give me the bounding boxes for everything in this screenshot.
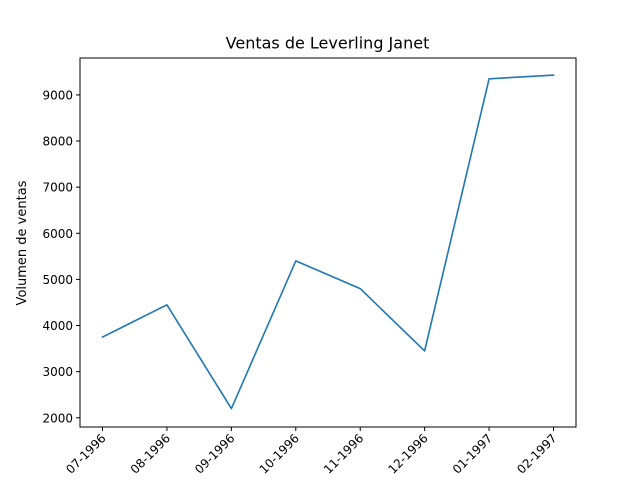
x-tick-label: 11-1996 [321, 431, 366, 476]
y-tick-label: 9000 [42, 88, 73, 102]
y-tick-label: 4000 [42, 319, 73, 333]
x-tick-label: 01-1997 [450, 431, 495, 476]
y-tick-label: 3000 [42, 365, 73, 379]
x-tick-label: 02-1997 [514, 431, 559, 476]
y-tick-label: 8000 [42, 135, 73, 149]
y-tick-label: 7000 [42, 181, 73, 195]
x-tick-label: 07-1996 [63, 431, 108, 476]
y-tick-label: 5000 [42, 273, 73, 287]
y-tick-label: 2000 [42, 411, 73, 425]
plot-frame [80, 58, 576, 427]
chart-title: Ventas de Leverling Janet [226, 34, 430, 53]
series-line [103, 75, 554, 409]
plot-area: 2000 3000 4000 5000 6000 7000 8000 9000 07-1996 0… [42, 75, 559, 477]
x-tick-label: 08-1996 [128, 431, 173, 476]
y-tick-label: 6000 [42, 227, 73, 241]
x-tick-label: 12-1996 [385, 431, 430, 476]
y-axis-label: Volumen de ventas [15, 180, 30, 305]
x-tick-label: 10-1996 [257, 431, 302, 476]
x-tick-label: 09-1996 [192, 431, 237, 476]
